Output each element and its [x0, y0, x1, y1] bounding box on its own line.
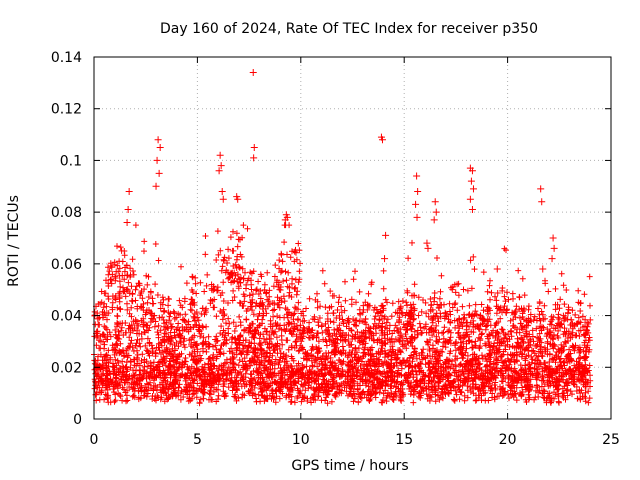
- data-point: [539, 265, 547, 273]
- data-point: [468, 167, 476, 175]
- data-point: [538, 198, 546, 206]
- data-point: [466, 195, 474, 203]
- data-point: [218, 187, 226, 195]
- data-point: [250, 154, 258, 162]
- data-point: [549, 234, 557, 242]
- point-cloud: [91, 222, 594, 407]
- data-point: [125, 187, 133, 195]
- x-tick-label: 10: [292, 432, 310, 448]
- x-tick-label: 20: [499, 432, 517, 448]
- data-point: [219, 195, 227, 203]
- grid-lines: [94, 57, 611, 419]
- y-axis-label: ROTI / TECUs: [6, 195, 22, 287]
- data-point: [381, 255, 389, 263]
- data-point: [412, 200, 420, 208]
- data-point: [155, 169, 163, 177]
- data-point: [154, 136, 162, 144]
- axis-ticks: 0 0.02 0.04 0.06 0.08 0.1 0.12 0.14 0 5 10 15 20 25: [51, 50, 620, 448]
- x-tick-label: 15: [395, 432, 413, 448]
- y-tick-label: 0.08: [51, 205, 82, 221]
- data-point: [414, 187, 422, 195]
- data-point: [423, 239, 431, 247]
- data-point: [424, 244, 432, 252]
- data-point: [250, 144, 258, 151]
- data-point: [249, 69, 257, 77]
- y-tick-label: 0.04: [51, 309, 82, 325]
- data-point: [413, 172, 421, 180]
- y-tick-label: 0.12: [51, 102, 82, 118]
- data-point: [378, 136, 386, 144]
- data-point: [234, 195, 242, 203]
- data-point: [382, 231, 390, 239]
- data-point: [430, 216, 438, 224]
- data-point: [124, 206, 132, 214]
- data-point: [156, 144, 164, 151]
- x-tick-label: 5: [193, 432, 202, 448]
- data-points: [91, 69, 594, 407]
- data-point: [550, 244, 558, 252]
- data-point: [537, 185, 545, 193]
- data-point: [469, 185, 477, 193]
- data-point: [152, 182, 160, 190]
- y-tick-label: 0.06: [51, 257, 82, 273]
- data-point: [215, 167, 223, 175]
- x-tick-label: 25: [602, 432, 620, 448]
- data-point: [548, 255, 556, 263]
- data-point: [216, 151, 224, 159]
- data-point: [281, 216, 289, 224]
- data-point: [413, 213, 421, 221]
- x-axis-label: GPS time / hours: [291, 458, 408, 474]
- chart-title: Day 160 of 2024, Rate Of TEC Index for r…: [160, 21, 538, 37]
- y-tick-label: 0.1: [60, 153, 82, 169]
- data-point: [432, 208, 440, 216]
- x-tick-label: 0: [90, 432, 99, 448]
- data-point: [123, 218, 131, 226]
- y-tick-label: 0.02: [51, 360, 82, 376]
- data-point: [153, 156, 161, 164]
- plot-frame: [93, 56, 612, 420]
- data-point: [467, 177, 475, 185]
- y-tick-label: 0.14: [51, 50, 82, 66]
- y-tick-label: 0: [73, 412, 82, 428]
- data-point: [431, 198, 439, 206]
- data-point: [493, 265, 501, 273]
- data-point: [217, 162, 225, 170]
- data-point: [468, 206, 476, 214]
